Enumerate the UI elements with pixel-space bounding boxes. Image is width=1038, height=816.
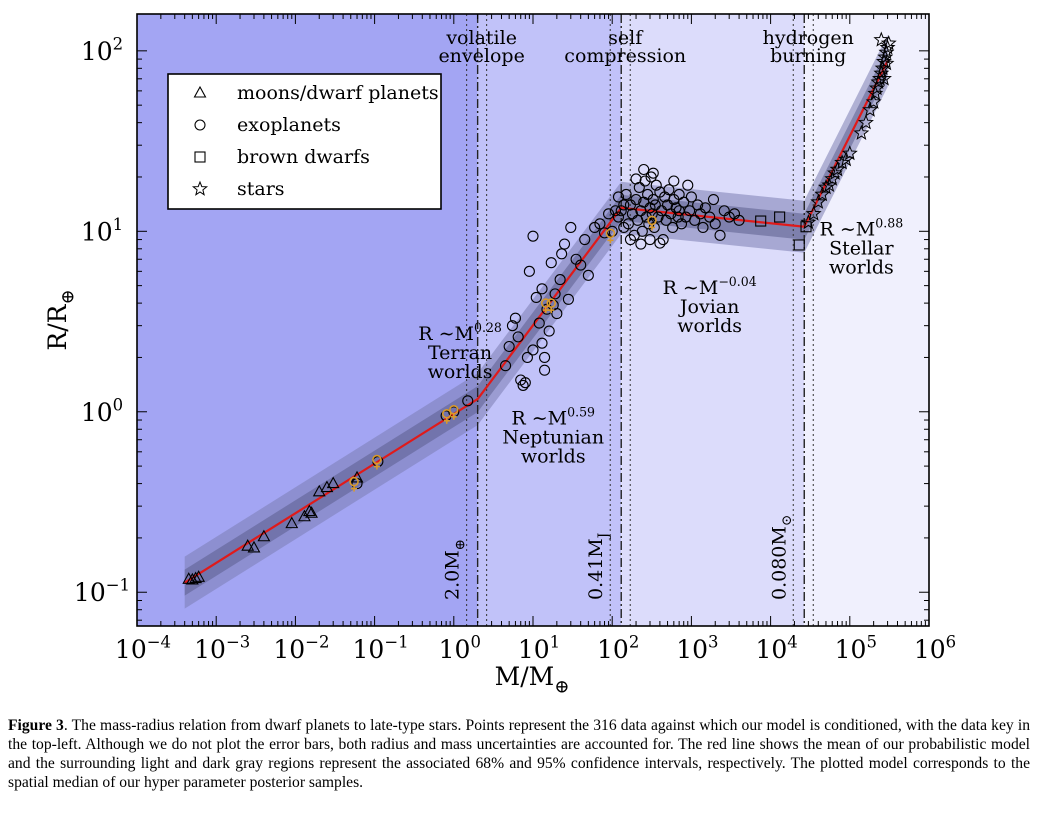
x-tick-label-7: 103	[676, 633, 718, 665]
caption-text: . The mass-radius relation from dwarf pl…	[8, 717, 1030, 791]
x-axis-label: M/M⊕	[495, 662, 570, 698]
figure-caption: Figure 3. The mass-radius relation from …	[8, 716, 1030, 792]
caption-label: Figure 3	[8, 717, 64, 734]
legend-label-1: exoplanets	[237, 114, 341, 136]
x-tick-label-9: 105	[835, 633, 877, 665]
x-tick-label-6: 102	[597, 633, 639, 665]
transition-subtitle-0: envelope	[438, 45, 524, 67]
mass-radius-chart: 2.0M⊕0.41MJ0.080M⊙ R ∼M0.28TerranworldsR…	[0, 0, 1038, 700]
y-tick-label-0: 10−1	[74, 576, 130, 608]
x-tick-label-5: 101	[518, 633, 560, 665]
x-tick-label-10: 106	[914, 633, 956, 665]
region-name2-2: worlds	[677, 315, 742, 337]
legend-label-3: stars	[237, 178, 285, 200]
region-name2-3: worlds	[829, 256, 894, 278]
x-tick-label-8: 104	[755, 633, 797, 665]
transition-subtitle-1: compression	[564, 45, 686, 67]
x-tick-label-2: 10−2	[273, 633, 329, 665]
x-tick-label-4: 100	[439, 633, 481, 665]
x-tick-label-0: 10−4	[115, 633, 171, 665]
transition-subtitle-2: burning	[770, 45, 846, 67]
y-axis-label: R/R⊕	[43, 289, 79, 350]
y-tick-label-3: 102	[81, 34, 123, 66]
legend: moons/dwarf planets exoplanets brown dwarf…	[168, 74, 441, 209]
legend-label-0: moons/dwarf planets	[237, 82, 439, 104]
region-name2-0: worlds	[428, 361, 493, 383]
x-tick-label-1: 10−3	[194, 633, 250, 665]
region-name2-1: worlds	[521, 446, 586, 468]
legend-label-2: brown dwarfs	[237, 146, 370, 168]
x-tick-label-3: 10−1	[353, 633, 409, 665]
y-tick-label-1: 100	[81, 395, 123, 427]
y-tick-label-2: 101	[81, 215, 123, 247]
